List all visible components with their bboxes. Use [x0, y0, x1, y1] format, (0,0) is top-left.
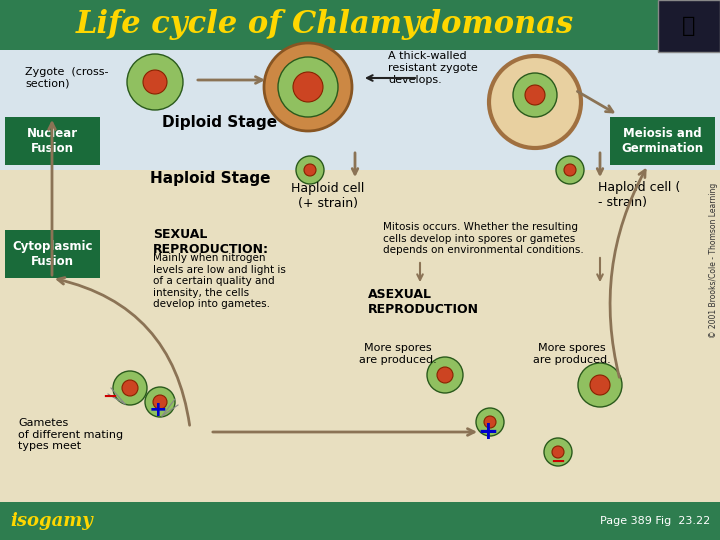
Text: Meiosis and
Germination: Meiosis and Germination	[621, 127, 703, 155]
Circle shape	[484, 416, 496, 428]
Circle shape	[143, 70, 167, 94]
Text: Diploid Stage: Diploid Stage	[163, 114, 278, 130]
Text: +: +	[477, 420, 498, 444]
Circle shape	[489, 56, 581, 148]
Text: SEXUAL
REPRODUCTION:: SEXUAL REPRODUCTION:	[153, 228, 269, 256]
Circle shape	[564, 164, 576, 176]
Text: ASEXUAL
REPRODUCTION: ASEXUAL REPRODUCTION	[368, 288, 479, 316]
Circle shape	[437, 367, 453, 383]
FancyBboxPatch shape	[5, 230, 100, 278]
Circle shape	[153, 395, 167, 409]
Circle shape	[544, 438, 572, 466]
Text: Nuclear
Fusion: Nuclear Fusion	[27, 127, 78, 155]
FancyBboxPatch shape	[5, 117, 100, 165]
Text: Mainly when nitrogen
levels are low and light is
of a certain quality and
intens: Mainly when nitrogen levels are low and …	[153, 253, 286, 309]
Circle shape	[127, 54, 183, 110]
Circle shape	[556, 156, 584, 184]
Text: Haploid Stage: Haploid Stage	[150, 171, 270, 186]
Text: A thick-walled
resistant zygote
develops.: A thick-walled resistant zygote develops…	[388, 51, 478, 85]
Text: More spores
are produced.: More spores are produced.	[533, 343, 611, 364]
FancyBboxPatch shape	[610, 117, 715, 165]
Text: Gametes
of different mating
types meet: Gametes of different mating types meet	[18, 418, 123, 451]
Circle shape	[427, 357, 463, 393]
FancyBboxPatch shape	[658, 0, 720, 52]
Circle shape	[476, 408, 504, 436]
Text: −: −	[102, 388, 117, 406]
Circle shape	[113, 371, 147, 405]
Text: Cytoplasmic
Fusion: Cytoplasmic Fusion	[12, 240, 93, 268]
Text: Zygote  (cross-
section): Zygote (cross- section)	[25, 67, 109, 89]
Circle shape	[513, 73, 557, 117]
Circle shape	[264, 43, 352, 131]
Circle shape	[145, 387, 175, 417]
Circle shape	[578, 363, 622, 407]
FancyBboxPatch shape	[0, 50, 720, 170]
Circle shape	[525, 85, 545, 105]
Text: Mitosis occurs. Whether the resulting
cells develop into spores or gametes
depen: Mitosis occurs. Whether the resulting ce…	[383, 222, 584, 255]
Text: Haploid cell
(+ strain): Haploid cell (+ strain)	[292, 182, 365, 210]
Text: 🐕: 🐕	[683, 16, 696, 36]
Circle shape	[296, 156, 324, 184]
FancyBboxPatch shape	[0, 170, 720, 502]
Text: More spores
are produced.: More spores are produced.	[359, 343, 437, 364]
Circle shape	[552, 446, 564, 458]
Text: Page 389 Fig  23.22: Page 389 Fig 23.22	[600, 516, 710, 526]
FancyBboxPatch shape	[0, 502, 720, 540]
FancyBboxPatch shape	[0, 0, 720, 50]
Circle shape	[293, 72, 323, 102]
Circle shape	[278, 57, 338, 117]
Text: +: +	[149, 400, 167, 420]
Text: © 2001 Brooks/Cole - Thomson Learning: © 2001 Brooks/Cole - Thomson Learning	[708, 183, 718, 338]
Text: Life cycle of Chlamydomonas: Life cycle of Chlamydomonas	[76, 10, 574, 40]
Circle shape	[590, 375, 610, 395]
Text: −: −	[550, 453, 566, 471]
Circle shape	[122, 380, 138, 396]
Text: Haploid cell (
- strain): Haploid cell ( - strain)	[598, 181, 680, 209]
Text: isogamy: isogamy	[10, 512, 93, 530]
Circle shape	[304, 164, 316, 176]
